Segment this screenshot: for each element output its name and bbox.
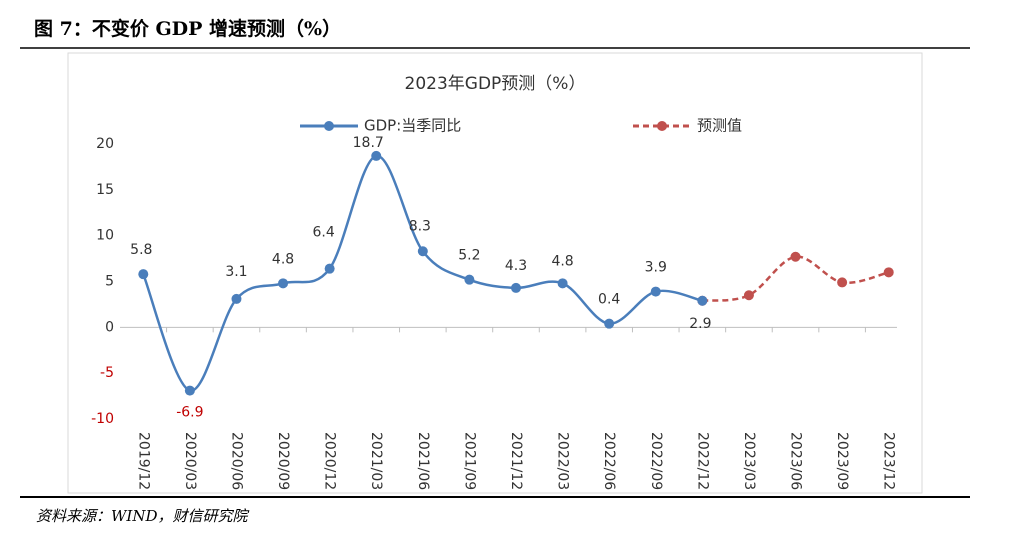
data-point — [790, 251, 801, 262]
data-point — [184, 385, 195, 396]
data-point — [138, 269, 149, 280]
series-line — [702, 255, 890, 302]
x-tick-label: 2021/12 — [508, 432, 524, 490]
x-tick-label: 2021/06 — [415, 432, 431, 490]
chart-title: 2023年GDP预测（%） — [405, 74, 586, 94]
data-point — [278, 278, 289, 289]
y-tick-label: -5 — [100, 365, 114, 381]
x-tick-label: 2022/06 — [601, 432, 617, 490]
x-tick-label: 2023/12 — [881, 432, 897, 490]
x-tick-label: 2020/12 — [322, 432, 338, 490]
data-label: 18.7 — [353, 135, 384, 151]
data-point — [417, 246, 428, 257]
data-label: 2.9 — [689, 316, 711, 332]
data-label: 6.4 — [313, 225, 335, 241]
data-point — [557, 278, 568, 289]
data-label: 4.8 — [551, 253, 573, 269]
chart-frame — [67, 52, 923, 494]
y-tick-label: 15 — [96, 182, 114, 198]
y-tick-label: 20 — [96, 136, 114, 152]
data-point — [371, 150, 382, 161]
data-label: 5.2 — [458, 248, 480, 264]
x-tick-label: 2020/03 — [182, 432, 198, 490]
data-label: 8.3 — [409, 218, 431, 234]
x-tick-label: 2022/12 — [694, 432, 710, 490]
data-point — [464, 274, 475, 285]
x-tick-label: 2023/09 — [834, 432, 850, 490]
data-point — [231, 293, 242, 304]
data-label: 0.4 — [598, 292, 620, 308]
x-tick-label: 2020/06 — [228, 432, 244, 490]
legend-marker — [657, 121, 667, 131]
data-point — [837, 277, 848, 288]
legend-label: GDP:当季同比 — [364, 117, 461, 135]
data-point — [604, 318, 615, 329]
data-point — [743, 290, 754, 301]
x-tick-label: 2019/12 — [135, 432, 151, 490]
data-label: 3.9 — [645, 260, 667, 276]
y-tick-label: 10 — [96, 228, 114, 244]
x-tick-label: 2023/03 — [741, 432, 757, 490]
data-label: -6.9 — [176, 405, 203, 421]
x-tick-label: 2022/09 — [648, 432, 664, 490]
figure-title: 图 7：不变价 GDP 增速预测（%） — [34, 18, 342, 40]
data-point — [697, 295, 708, 306]
legend-label: 预测值 — [697, 117, 742, 135]
data-point — [883, 267, 894, 278]
x-tick-label: 2021/09 — [461, 432, 477, 490]
y-tick-label: 5 — [105, 274, 114, 290]
y-tick-label: 0 — [105, 319, 114, 335]
source-note: 资料来源：WIND，财信研究院 — [36, 507, 248, 525]
x-tick-label: 2022/03 — [555, 432, 571, 490]
data-label: 4.3 — [505, 258, 527, 274]
data-label: 4.8 — [272, 251, 294, 267]
y-tick-label: -10 — [91, 411, 114, 427]
data-point — [324, 263, 335, 274]
x-tick-label: 2023/06 — [788, 432, 804, 490]
data-label: 3.1 — [225, 264, 247, 280]
data-label: 5.8 — [130, 242, 152, 258]
x-tick-label: 2021/03 — [368, 432, 384, 490]
legend-marker — [324, 121, 334, 131]
x-tick-label: 2020/09 — [275, 432, 291, 490]
data-point — [650, 286, 661, 297]
data-point — [511, 282, 521, 293]
